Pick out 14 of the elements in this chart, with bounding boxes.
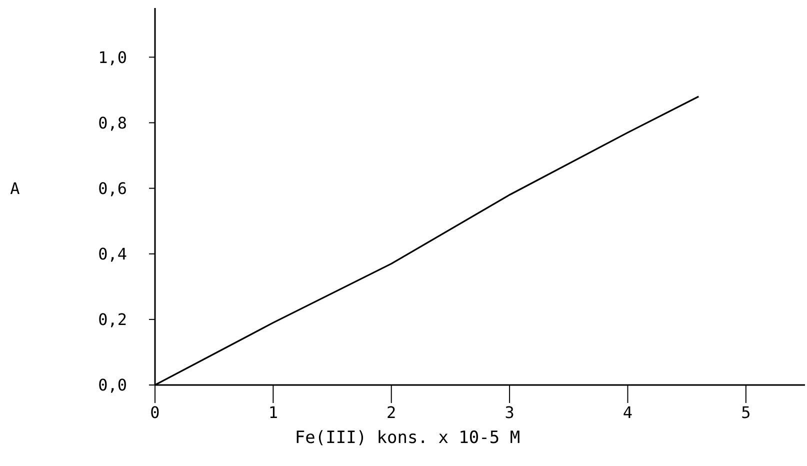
x-tick-label: 1: [268, 403, 278, 422]
x-tick-label: 3: [504, 403, 514, 422]
x-tick-label: 4: [622, 403, 633, 422]
x-tick-label: 2: [386, 403, 396, 422]
y-tick-label: 0,2: [98, 310, 127, 330]
y-axis-title: A: [10, 178, 20, 198]
x-tick-label: 5: [741, 403, 751, 422]
y-tick-label: 0,8: [98, 113, 127, 132]
y-tick-label: 0,6: [98, 178, 127, 198]
x-tick-label: 0: [150, 403, 160, 422]
y-tick-label: 0,0: [98, 376, 127, 395]
x-axis-title: Fe(III) kons. x 10-5 M: [294, 428, 520, 448]
y-tick-label: 0,4: [98, 244, 127, 264]
y-tick-label: 1,0: [98, 48, 127, 67]
